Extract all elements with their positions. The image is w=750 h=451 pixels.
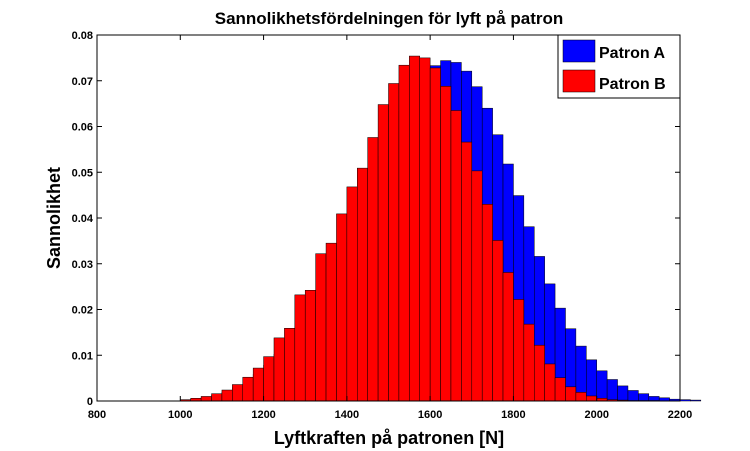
x-tick-label: 1800 — [501, 409, 525, 421]
bar-patron-a-41 — [606, 379, 618, 402]
bar-patron-b-12 — [304, 290, 316, 402]
bar-patron-a-48 — [679, 399, 691, 402]
bar-patron-a-49 — [690, 399, 702, 402]
bar-patron-b-33 — [523, 323, 535, 402]
bar-patron-b-19 — [377, 104, 389, 402]
legend-swatch-patron-b — [562, 69, 596, 93]
y-tick-label: 0.04 — [72, 213, 94, 225]
bar-patron-b-6 — [242, 376, 254, 402]
bar-patron-b-20 — [388, 83, 400, 402]
bar-patron-a-42 — [617, 385, 629, 402]
bar-patron-b-22 — [409, 55, 420, 402]
bar-patron-b-38 — [575, 392, 587, 402]
y-tick-label: 0.03 — [72, 259, 93, 271]
bar-patron-b-14 — [325, 242, 337, 402]
bar-patron-b-2 — [200, 396, 212, 402]
bar-patron-b-25 — [440, 85, 452, 402]
bar-patron-b-7 — [252, 367, 264, 402]
bar-patron-b-28 — [471, 170, 483, 402]
bar-patron-b-29 — [481, 204, 493, 402]
bar-patron-b-34 — [534, 344, 545, 402]
bar-patron-b-16 — [346, 186, 358, 402]
bar-patron-b-13 — [315, 253, 327, 402]
plot-frame — [96, 34, 681, 402]
y-axis-label: Sannolikhet — [44, 167, 64, 269]
x-tick-label: 2000 — [584, 409, 608, 421]
y-tick-label: 0.07 — [72, 76, 93, 88]
chart-title: Sannolikhetsfördelningen för lyft på pat… — [215, 9, 564, 28]
bar-patron-b-11 — [294, 294, 306, 402]
bar-patron-b-15 — [336, 213, 348, 402]
bar-patron-b-37 — [565, 386, 577, 402]
y-tick-label: 0.06 — [72, 122, 93, 134]
x-tick-label: 1000 — [168, 409, 192, 421]
y-tick-label: 0.01 — [72, 350, 93, 362]
axis-ticks: 800 1000 1200 1400 1600 1800 2000 2200 0 0.01 0.02… — [72, 30, 693, 421]
x-tick-label: 800 — [88, 409, 106, 421]
x-tick-label: 1200 — [251, 409, 275, 421]
y-tick-label: 0.08 — [72, 30, 93, 42]
bar-patron-b-23 — [419, 57, 431, 402]
legend-swatch-patron-a — [562, 39, 596, 63]
y-tick-label: 0.05 — [72, 167, 93, 179]
y-tick-label: 0 — [87, 396, 93, 408]
bar-patron-b-5 — [232, 384, 243, 402]
legend-label-patron-a: Patron A — [599, 45, 666, 62]
bar-patron-b-39 — [586, 395, 597, 402]
bar-patron-b-35 — [544, 363, 556, 402]
bar-patron-b-18 — [367, 137, 379, 402]
bar-patron-b-17 — [357, 167, 368, 402]
legend: Patron A Patron B — [557, 34, 681, 99]
bar-patron-b-30 — [492, 240, 504, 402]
bar-patron-b-31 — [502, 272, 514, 402]
bar-patron-b-36 — [554, 377, 566, 402]
bar-patron-b-27 — [461, 141, 473, 402]
bar-patron-b-8 — [263, 356, 275, 402]
bar-patron-b-4 — [221, 389, 233, 402]
x-tick-label: 1600 — [418, 409, 442, 421]
bar-patron-b-3 — [211, 393, 223, 402]
bar-patron-b-26 — [450, 110, 462, 402]
bar-patron-a-43 — [627, 390, 639, 402]
bar-patron-b-21 — [398, 64, 410, 402]
bar-patron-b-24 — [429, 67, 441, 402]
bar-patron-a-39 — [586, 359, 597, 402]
bar-patron-a-44 — [638, 393, 650, 402]
y-tick-label: 0.02 — [72, 305, 93, 317]
legend-label-patron-b: Patron B — [599, 76, 666, 93]
bar-patron-a-40 — [596, 370, 608, 402]
x-tick-label: 2200 — [668, 409, 692, 421]
bar-patron-b-10 — [284, 328, 296, 402]
x-tick-label: 1400 — [335, 409, 359, 421]
bar-patron-b-32 — [513, 299, 525, 402]
x-axis-label: Lyftkraften på patronen [N] — [274, 428, 504, 448]
bar-patron-b-9 — [273, 337, 285, 402]
